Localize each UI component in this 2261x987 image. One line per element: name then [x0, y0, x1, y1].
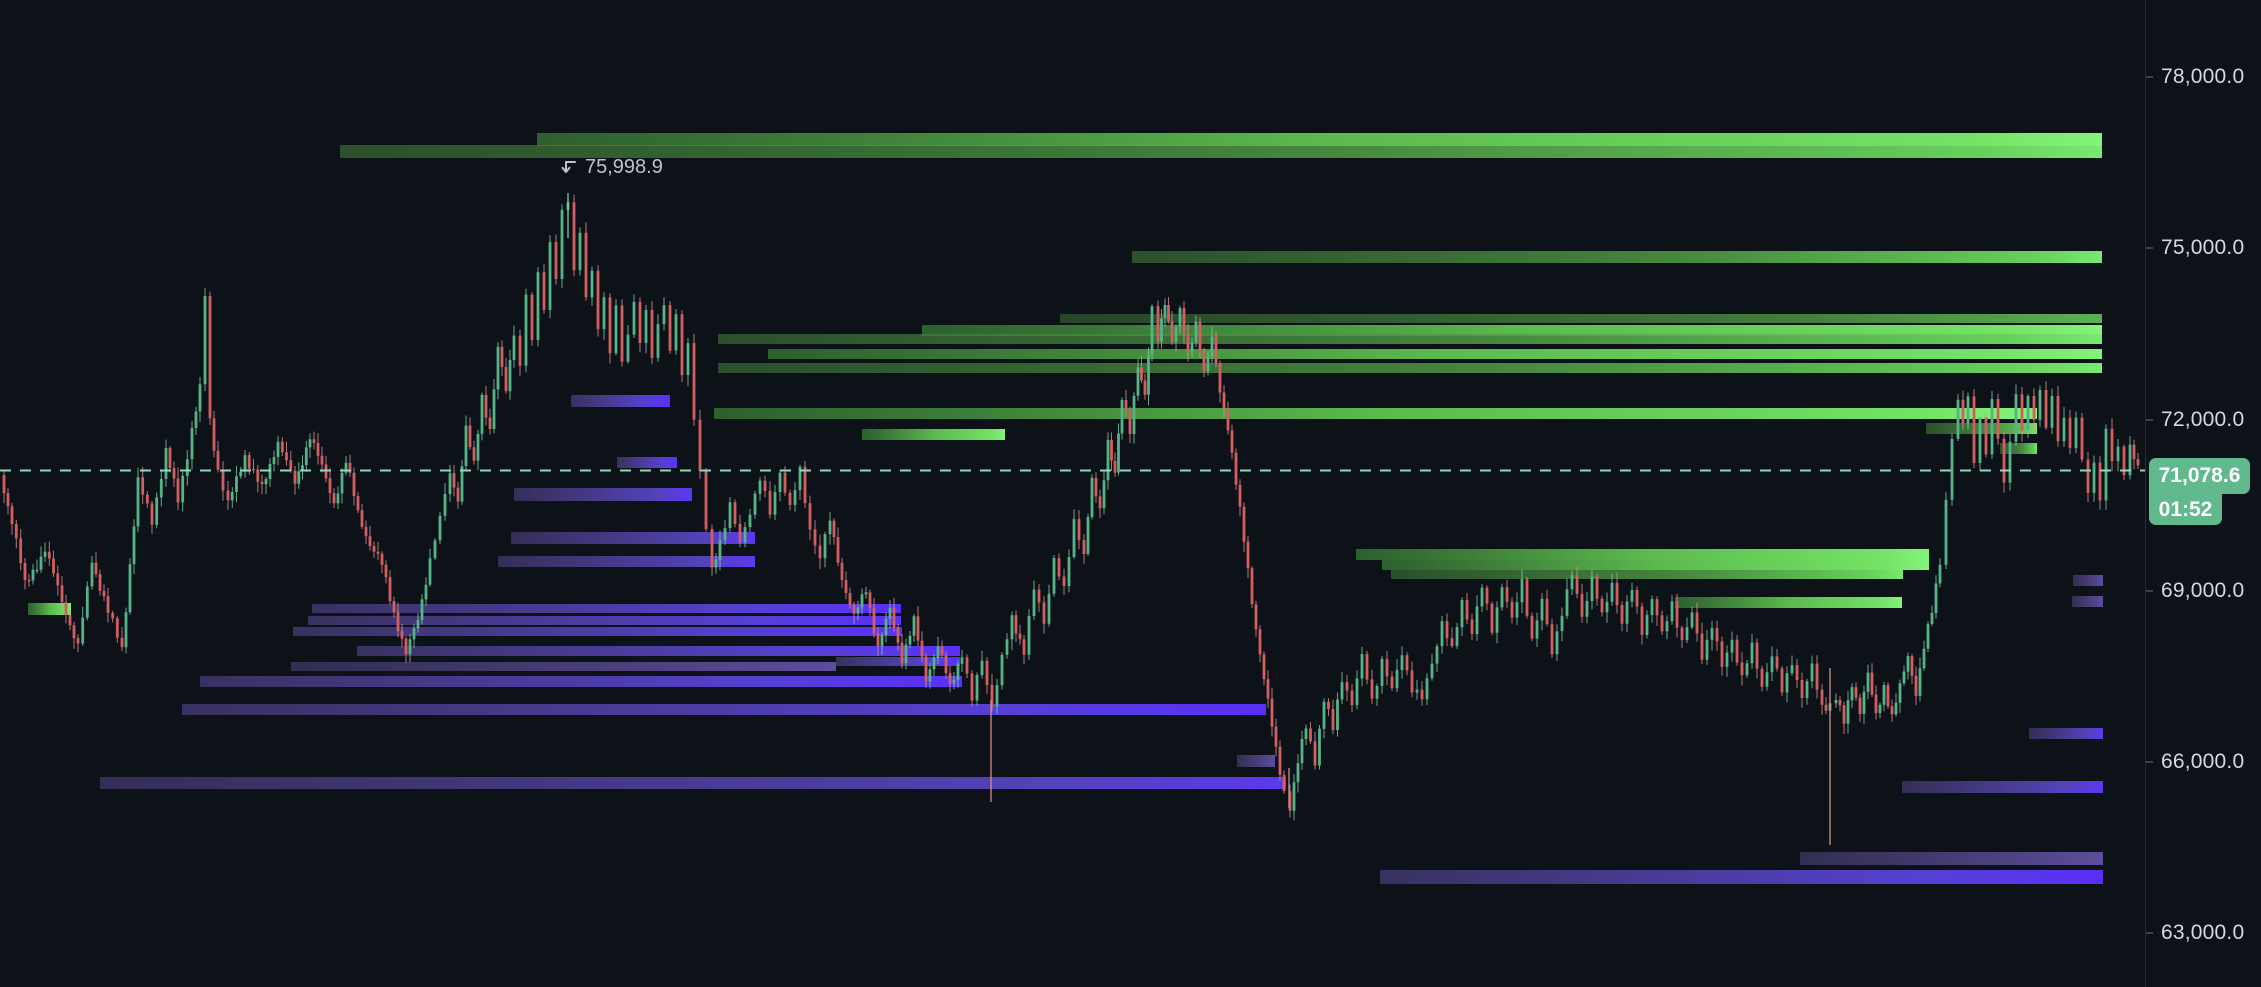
purple-liquidity-bar	[1380, 870, 2103, 884]
green-liquidity-bar	[28, 603, 71, 615]
axis-label: 72,000.0	[2161, 408, 2245, 431]
green-liquidity-bar	[2000, 443, 2037, 454]
axis-label: 69,000.0	[2161, 579, 2245, 602]
high-price-value: 75,998.9	[585, 156, 663, 178]
green-liquidity-bar	[718, 363, 2102, 373]
green-liquidity-bar	[537, 133, 2102, 146]
drop-arrow-icon	[561, 160, 576, 173]
purple-liquidity-bar	[2072, 596, 2103, 607]
green-liquidity-bar	[1060, 314, 2102, 323]
down-candle-bodies	[2, 202, 2140, 811]
green-liquidity-bar	[718, 334, 2102, 344]
axis-tick	[2146, 419, 2153, 421]
purple-liquidity-bar	[2029, 728, 2103, 739]
green-liquidity-bar	[768, 349, 2102, 359]
axis-tick	[2146, 247, 2153, 249]
purple-liquidity-bar	[571, 395, 670, 407]
purple-liquidity-bar	[1800, 852, 2103, 865]
purple-liquidity-bar	[511, 532, 755, 544]
purple-liquidity-bar	[1902, 781, 2103, 793]
purple-liquidity-bar	[498, 556, 755, 567]
purple-liquidity-bar	[836, 657, 960, 666]
purple-liquidity-bar	[312, 604, 901, 613]
purple-liquidity-bar	[182, 704, 1266, 715]
current-price-value: 71,078.6	[2149, 458, 2250, 494]
bar-countdown-timer: 01:52	[2149, 494, 2222, 525]
green-liquidity-bar	[1391, 570, 1903, 579]
axis-label: 78,000.0	[2161, 65, 2245, 88]
up-candle-wicks	[32, 198, 2131, 821]
high-price-label: 75,998.9	[558, 156, 663, 179]
purple-liquidity-bar	[308, 616, 901, 625]
axis-label: 66,000.0	[2161, 750, 2245, 773]
purple-liquidity-bar	[291, 662, 836, 671]
green-liquidity-bar	[1132, 251, 2102, 263]
green-liquidity-bar	[340, 145, 2102, 158]
up-candle-bodies	[31, 202, 2132, 811]
axis-label: 75,000.0	[2161, 236, 2245, 259]
green-liquidity-bar	[1382, 560, 1929, 570]
purple-liquidity-bar	[2073, 575, 2103, 586]
price-axis[interactable]: 78,000.0 75,000.0 72,000.0 69,000.0 66,000.0…	[2145, 0, 2261, 987]
purple-liquidity-bar	[357, 646, 960, 656]
green-liquidity-bar	[1926, 423, 2037, 434]
green-liquidity-bar	[1356, 549, 1929, 560]
purple-liquidity-bar	[1237, 755, 1275, 767]
green-liquidity-bar	[1675, 597, 1902, 608]
axis-tick	[2146, 761, 2153, 763]
purple-liquidity-bar	[100, 777, 1286, 789]
purple-liquidity-bar	[514, 488, 692, 501]
axis-label: 63,000.0	[2161, 921, 2245, 944]
purple-liquidity-bar	[617, 457, 677, 468]
green-liquidity-bar	[922, 325, 2102, 336]
purple-liquidity-bar	[293, 627, 902, 636]
axis-tick	[2146, 932, 2153, 934]
current-price-badge: 71,078.6 01:52	[2149, 458, 2250, 525]
candles-layer	[2, 193, 2140, 845]
axis-tick	[2146, 76, 2153, 78]
green-liquidity-bar	[714, 408, 2037, 419]
axis-tick	[2146, 590, 2153, 592]
down-candle-wicks	[3, 194, 2139, 818]
green-liquidity-bar	[862, 429, 1005, 440]
liquidity-bars-layer	[28, 133, 2103, 884]
purple-liquidity-bar	[200, 676, 962, 687]
